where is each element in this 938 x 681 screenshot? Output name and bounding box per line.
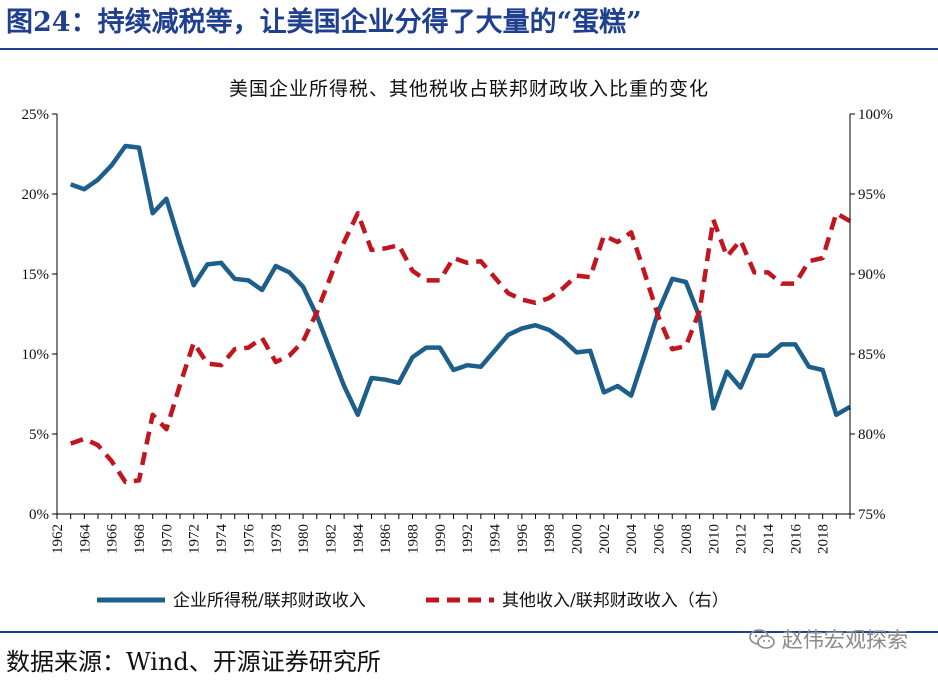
x-tick-label: 1974 — [214, 524, 230, 555]
y-right-tick-label: 80% — [858, 427, 886, 443]
x-tick-label: 2006 — [652, 524, 668, 555]
series-line-other-revenue — [69, 210, 852, 485]
x-tick-label: 1986 — [378, 524, 394, 555]
top-rule — [0, 48, 938, 50]
y-left-tick-label: 0% — [29, 507, 49, 523]
y-left-tick-label: 15% — [22, 267, 50, 283]
x-tick-label: 2012 — [734, 524, 750, 554]
wechat-icon — [749, 629, 775, 649]
y-right-tick-label: 90% — [858, 267, 886, 283]
x-tick-label: 1994 — [488, 524, 504, 555]
x-tick-label: 1990 — [433, 524, 449, 554]
x-tick-label: 1984 — [351, 524, 367, 555]
x-tick-label: 2014 — [761, 524, 777, 555]
y-left-tick-label: 20% — [22, 187, 50, 203]
x-tick-label: 2016 — [788, 524, 804, 555]
legend-label-corporate-tax: 企业所得税/联邦财政收入 — [173, 591, 366, 611]
legend-label-other-revenue: 其他收入/联邦财政收入（右） — [502, 591, 729, 611]
source-note: 数据来源：Wind、开源证券研究所 — [6, 648, 381, 676]
x-tick-label: 1976 — [241, 524, 257, 555]
x-tick-label: 1970 — [159, 524, 175, 554]
x-tick-label: 2010 — [706, 524, 722, 554]
series-line-corporate-tax — [69, 143, 852, 418]
x-tick-label: 1962 — [50, 524, 66, 554]
x-tick-label: 2018 — [816, 524, 832, 554]
y-left-tick-label: 10% — [22, 347, 50, 363]
x-tick-label: 1992 — [460, 524, 476, 554]
watermark-label: 赵伟宏观探索 — [782, 628, 908, 652]
y-right-tick-label: 85% — [858, 347, 886, 363]
x-tick-label: 1964 — [77, 524, 93, 555]
x-tick-label: 1968 — [132, 524, 148, 554]
y-right-tick-label: 100% — [858, 107, 893, 123]
x-tick-label: 2004 — [624, 524, 640, 555]
x-tick-label: 1988 — [405, 524, 421, 554]
figure-title: 图24：持续减税等，让美国企业分得了大量的“蛋糕” — [6, 7, 642, 38]
y-left-tick-label: 5% — [29, 427, 49, 443]
x-tick-label: 1982 — [323, 524, 339, 554]
x-tick-label: 2002 — [597, 524, 613, 554]
x-tick-label: 1980 — [296, 524, 312, 554]
y-right-tick-label: 75% — [858, 507, 886, 523]
chart-title: 美国企业所得税、其他税收占联邦财政收入比重的变化 — [228, 78, 709, 100]
y-left-tick-label: 25% — [22, 107, 50, 123]
bottom-rule — [0, 631, 938, 633]
x-tick-label: 2000 — [570, 524, 586, 554]
watermark: 赵伟宏观探索 — [748, 624, 908, 654]
x-tick-label: 1998 — [542, 524, 558, 554]
x-tick-label: 1996 — [515, 524, 531, 555]
y-right-tick-label: 95% — [858, 187, 886, 203]
x-tick-label: 2008 — [679, 524, 695, 554]
x-tick-label: 1972 — [187, 524, 203, 554]
x-tick-label: 1966 — [105, 524, 121, 555]
x-tick-label: 1978 — [269, 524, 285, 554]
